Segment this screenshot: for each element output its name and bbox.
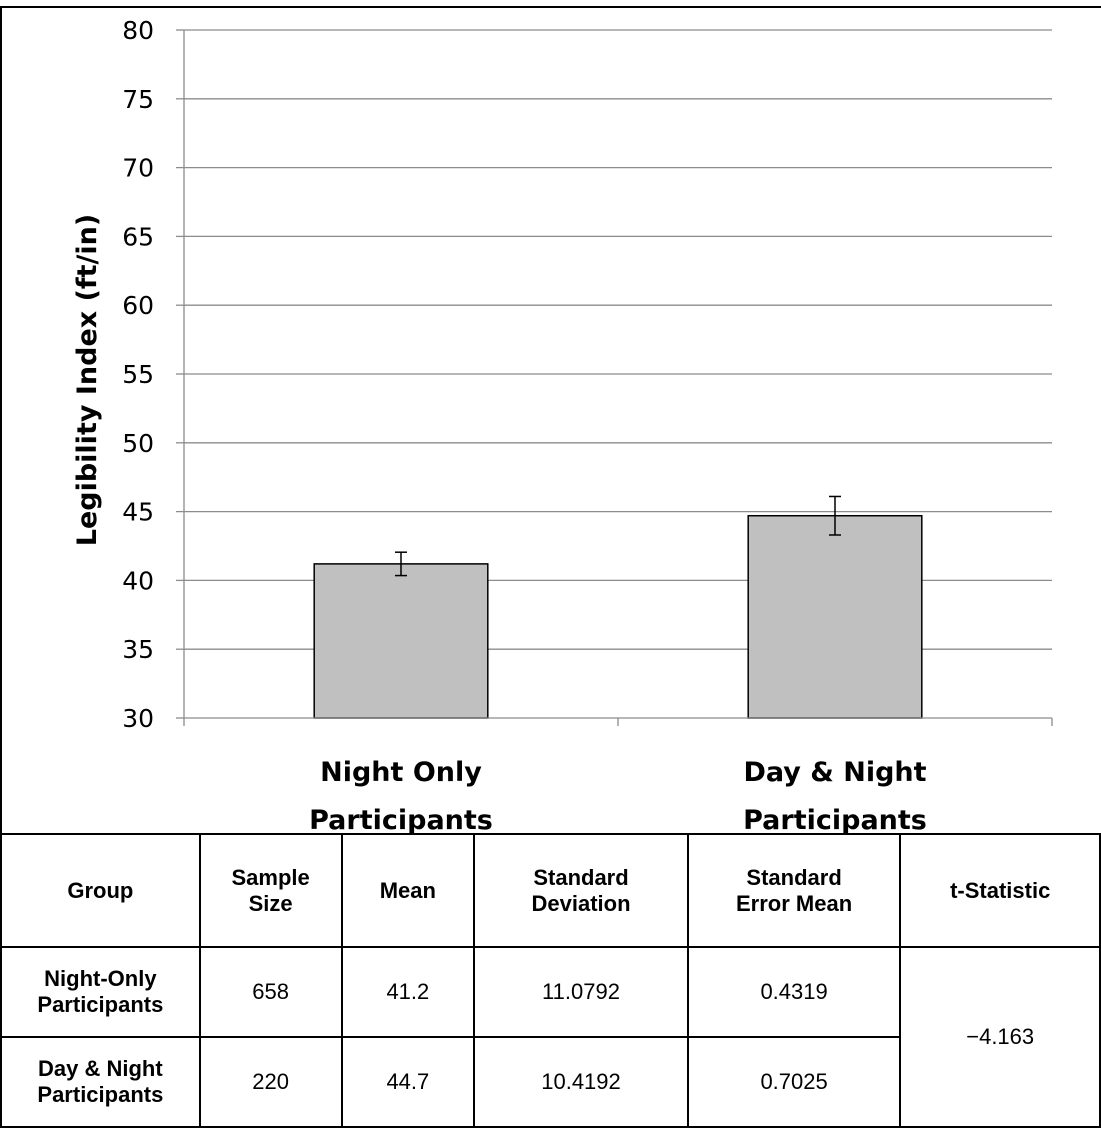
cell-standard-deviation: 11.0792	[473, 946, 689, 1038]
chart-panel: 30 35 40 45 50 55 60 65 70 75 80 Night Only Particip…	[0, 6, 1101, 836]
cell-t-statistic: −4.163	[899, 946, 1101, 1128]
y-tick-label: 40	[122, 566, 154, 595]
y-tick-label: 30	[122, 704, 154, 733]
table-header-row: Group Sample Size Mean Standard Deviation …	[0, 833, 1101, 948]
table-row: Night-Only Participants 658 41.2 11.0792 …	[0, 946, 1101, 1128]
y-axis-title: Legibility Index (ft/in)	[72, 214, 103, 547]
cell-standard-deviation: 10.4192	[473, 1036, 689, 1128]
y-tick-label: 35	[122, 635, 154, 664]
y-tick-label: 65	[122, 222, 154, 251]
bar	[313, 563, 489, 719]
y-tick-label: 55	[122, 360, 154, 389]
header-t-statistic: t-Statistic	[899, 833, 1101, 948]
y-tick-label: 45	[122, 498, 154, 527]
cell-group: Day & Night Participants	[0, 1036, 201, 1128]
header-group: Group	[0, 833, 201, 948]
header-standard-error-mean: Standard Error Mean	[686, 833, 902, 948]
table-row: Day & Night Participants 220 44.7 10.4192…	[0, 1036, 1100, 1128]
cell-sample-size: 658	[198, 946, 343, 1038]
header-standard-deviation: Standard Deviation	[473, 833, 689, 948]
y-tick-label: 50	[122, 429, 154, 458]
y-tick-label: 80	[122, 16, 154, 45]
x-category-label: Night Only	[320, 757, 482, 788]
bar	[747, 514, 923, 719]
statistics-table: Group Sample Size Mean Standard Deviation …	[0, 833, 1101, 1128]
header-mean: Mean	[340, 833, 476, 948]
y-tick-label: 60	[122, 291, 154, 320]
cell-sample-size: 220	[198, 1036, 343, 1128]
cell-mean: 44.7	[340, 1036, 476, 1128]
y-tick-label: 70	[122, 154, 154, 183]
cell-group: Night-Only Participants	[0, 946, 201, 1038]
header-sample-size: Sample Size	[198, 833, 343, 948]
bar-chart: 30 35 40 45 50 55 60 65 70 75 80 Night Only Particip…	[72, 16, 1053, 836]
x-category-label: Participants	[309, 805, 493, 836]
x-category-label: Participants	[743, 805, 927, 836]
y-tick-label: 75	[122, 85, 154, 114]
cell-standard-error-mean: 0.7025	[686, 1036, 902, 1128]
x-category-label: Day & Night	[743, 757, 926, 788]
cell-standard-error-mean: 0.4319	[686, 946, 902, 1038]
cell-mean: 41.2	[340, 946, 476, 1038]
